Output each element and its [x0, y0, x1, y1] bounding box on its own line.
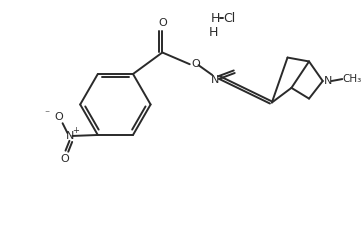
Text: N: N [323, 76, 332, 86]
Text: CH₃: CH₃ [343, 74, 361, 84]
Text: O: O [60, 154, 69, 164]
Text: Cl: Cl [223, 12, 235, 25]
Text: O: O [54, 112, 63, 122]
Text: ⁻: ⁻ [44, 109, 49, 119]
Text: +: + [72, 125, 79, 135]
Text: O: O [158, 18, 167, 28]
Text: H: H [209, 26, 218, 39]
Text: H: H [210, 12, 220, 25]
Text: O: O [191, 59, 200, 69]
Text: N: N [66, 131, 75, 141]
Text: N: N [211, 75, 219, 85]
